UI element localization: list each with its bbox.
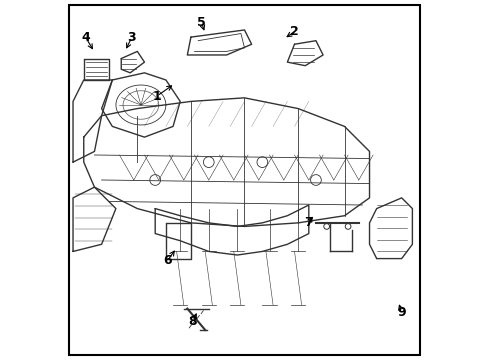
Text: 4: 4 <box>81 31 90 44</box>
Text: 3: 3 <box>127 31 136 44</box>
Text: 9: 9 <box>397 306 405 319</box>
Text: 6: 6 <box>163 254 172 267</box>
Text: 7: 7 <box>304 216 312 229</box>
Text: 8: 8 <box>188 315 197 328</box>
Text: 1: 1 <box>152 90 161 103</box>
Text: 2: 2 <box>289 25 298 38</box>
Text: 5: 5 <box>197 16 205 29</box>
